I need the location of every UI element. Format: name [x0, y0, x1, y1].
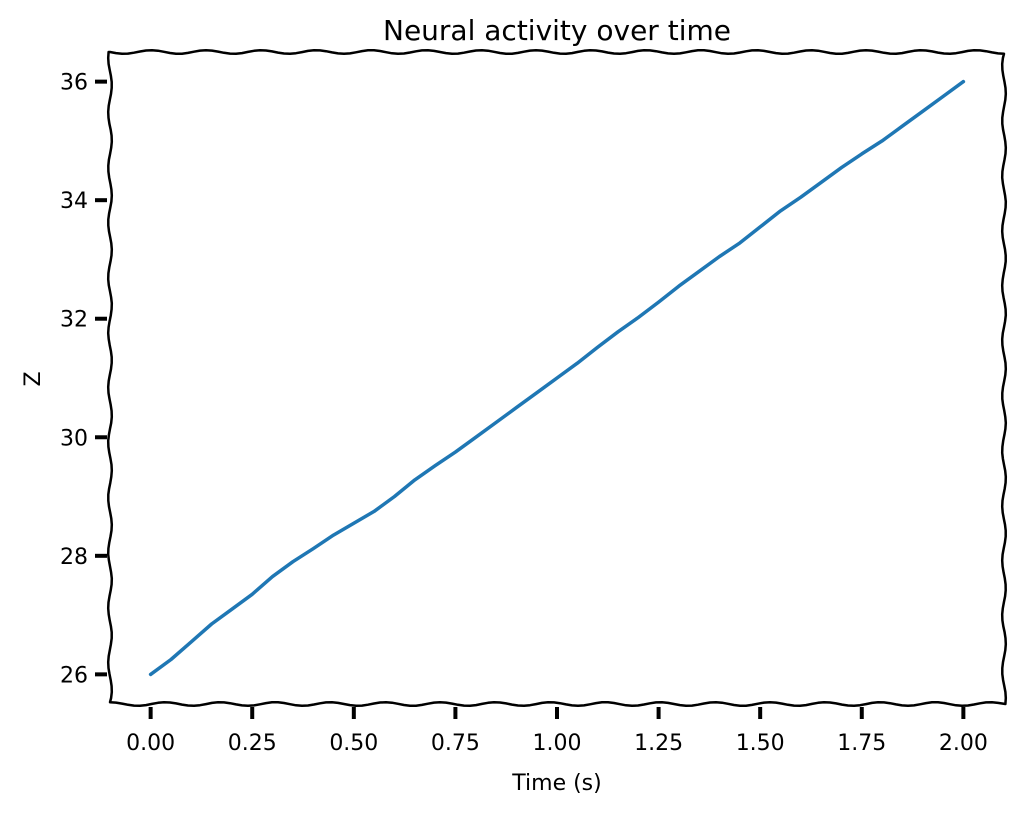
x-tick-label: 1.00 — [533, 731, 582, 756]
y-tick-label: 34 — [60, 189, 88, 214]
x-tick-label: 1.50 — [736, 731, 785, 756]
x-tick-label: 0.50 — [329, 731, 378, 756]
series-layer — [148, 79, 966, 677]
y-axis: 26 28 30 32 34 36 — [60, 71, 107, 688]
x-tick-label: 1.25 — [634, 731, 683, 756]
x-tick-label: 0.00 — [126, 731, 175, 756]
chart-title: Neural activity over time — [383, 14, 731, 47]
series-line-0 — [148, 79, 966, 677]
y-axis-label: Z — [21, 371, 46, 386]
y-tick-label: 26 — [60, 663, 88, 688]
y-tick-label: 36 — [60, 71, 88, 96]
plot-frame — [106, 48, 1008, 708]
x-axis-label: Time (s) — [511, 771, 601, 796]
x-tick-label: 0.75 — [431, 731, 480, 756]
x-tick-label: 2.00 — [939, 731, 988, 756]
x-axis: 0.00 0.25 0.50 0.75 1.00 1.25 1.50 1.75 2.00 — [126, 707, 988, 756]
x-tick-label: 1.75 — [837, 731, 886, 756]
y-tick-label: 32 — [60, 308, 88, 333]
y-tick-label: 28 — [60, 545, 88, 570]
x-tick-label: 0.25 — [228, 731, 277, 756]
y-tick-label: 30 — [60, 426, 88, 451]
